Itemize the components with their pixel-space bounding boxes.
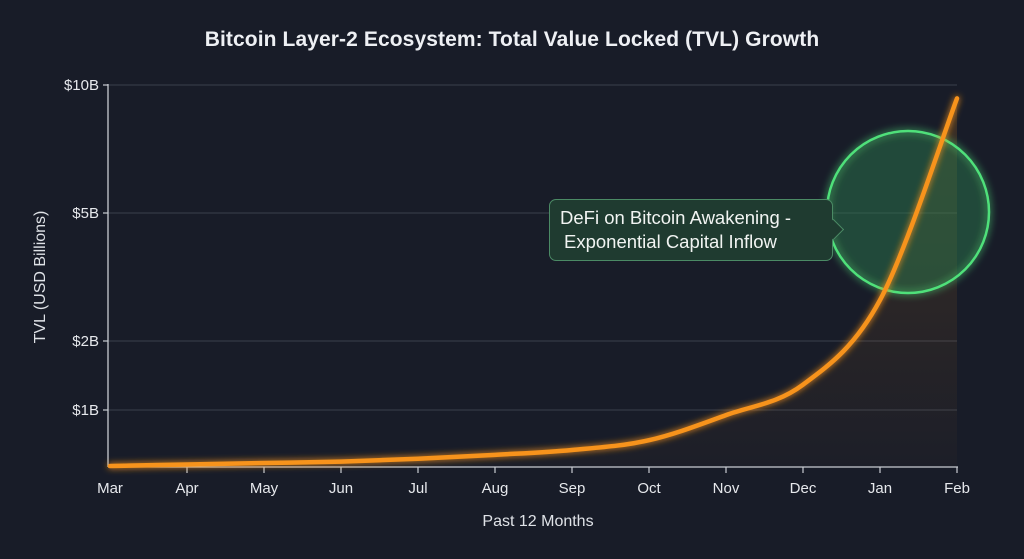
x-tick-label: Sep (559, 480, 586, 497)
annotation-text-line1: DeFi on Bitcoin Awakening - (560, 207, 792, 228)
y-tick-label: $5B (72, 205, 99, 222)
y-tick-label: $10B (64, 77, 99, 94)
x-tick-label: Jun (329, 480, 353, 497)
y-tick-label: $1B (72, 402, 99, 419)
x-tick-label: Apr (175, 480, 198, 497)
x-axis-title: Past 12 Months (482, 513, 593, 530)
x-tick-label: Feb (944, 480, 970, 497)
chart-title: Bitcoin Layer-2 Ecosystem: Total Value L… (204, 28, 820, 51)
tvl-series-line (107, 96, 960, 469)
annotation-text-line2: Exponential Capital Inflow (564, 231, 777, 252)
highlight-layer (825, 129, 991, 295)
x-tick-label: Mar (97, 480, 123, 497)
x-tick-label: Jan (868, 480, 892, 497)
x-tick-label: Oct (637, 480, 661, 497)
x-tick-label: Nov (713, 480, 740, 497)
highlight-circle (825, 129, 991, 295)
y-axis-title: TVL (USD Billions) (32, 211, 49, 344)
tick-labels: $1B $2B $5B $10B Mar Apr May Jun Jul Aug Sep Oct Nov… (64, 77, 970, 497)
y-tick-label: $2B (72, 333, 99, 350)
axes (103, 84, 958, 473)
x-tick-label: Dec (790, 480, 817, 497)
x-tick-label: Jul (408, 480, 427, 497)
tvl-area-fill (110, 98, 957, 466)
x-tick-label: May (250, 480, 279, 497)
x-tick-label: Aug (482, 480, 509, 497)
annotation-callout: DeFi on Bitcoin Awakening - Exponential … (549, 199, 845, 261)
